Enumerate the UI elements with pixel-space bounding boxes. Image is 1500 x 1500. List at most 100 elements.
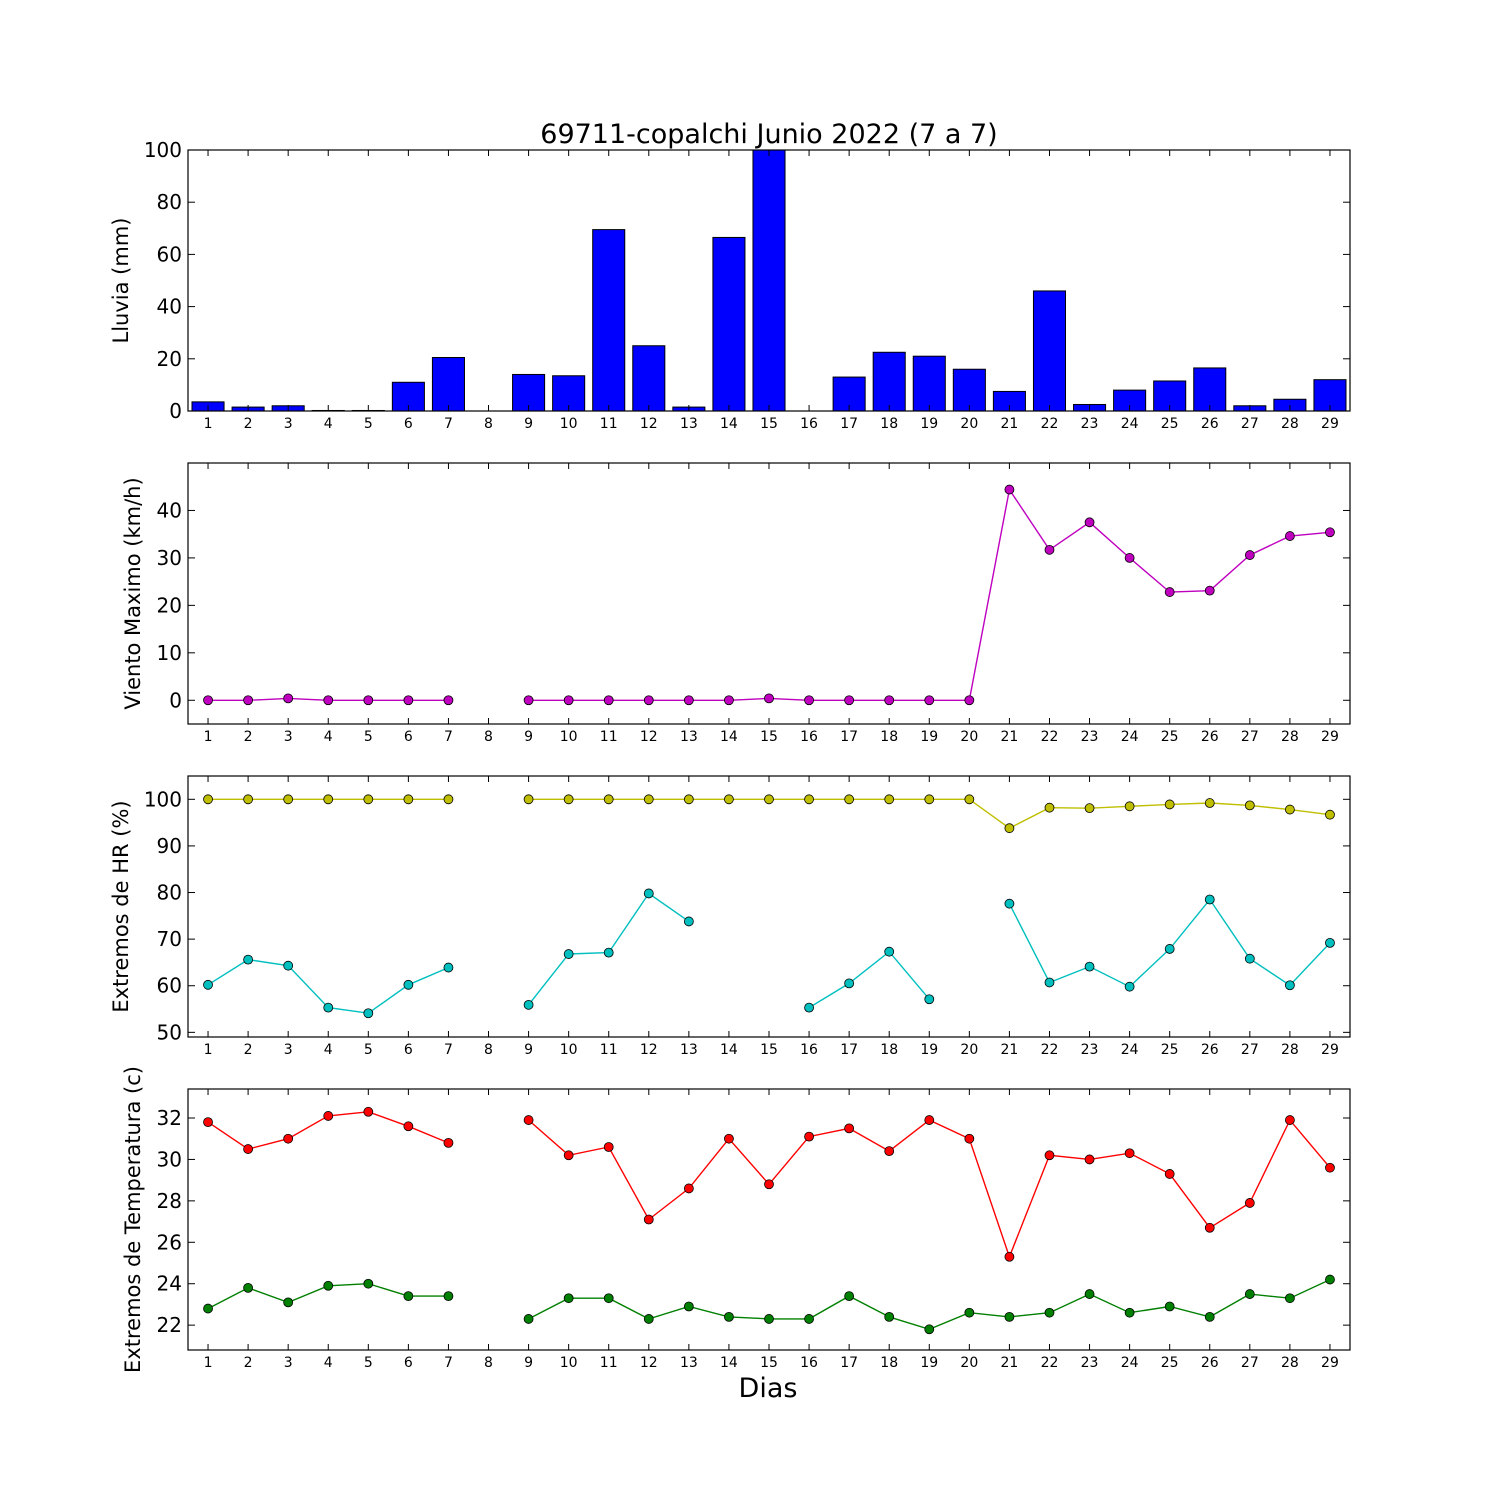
y-tick-label-24: 24 bbox=[157, 1272, 182, 1296]
series-0-point-day-18 bbox=[884, 1146, 895, 1157]
y-axis-label: Extremos de HR (%) bbox=[109, 800, 133, 1012]
series-0-point-day-14 bbox=[724, 1133, 734, 1144]
x-tick-label-13: 13 bbox=[680, 729, 698, 745]
x-tick-label-22: 22 bbox=[1041, 1042, 1059, 1058]
x-tick-label-11: 11 bbox=[600, 1355, 618, 1371]
x-tick-label-18: 18 bbox=[880, 1042, 898, 1058]
x-axis-label: Dias bbox=[739, 1373, 798, 1404]
series-1-point-day-2 bbox=[243, 1282, 254, 1293]
x-tick-label-1: 1 bbox=[204, 729, 213, 745]
x-tick-label-17: 17 bbox=[840, 416, 858, 432]
series-1-point-day-25 bbox=[1164, 1301, 1175, 1312]
y-tick-label-0: 0 bbox=[169, 688, 182, 712]
series-0-point-day-1 bbox=[203, 1117, 213, 1128]
y-tick-label-22: 22 bbox=[157, 1313, 182, 1337]
x-tick-label-25: 25 bbox=[1161, 1042, 1179, 1058]
x-tick-label-27: 27 bbox=[1241, 729, 1259, 745]
series-1-point-day-22 bbox=[1044, 1307, 1055, 1318]
series-0-point-day-4 bbox=[323, 695, 334, 706]
series-0-point-day-18 bbox=[884, 695, 895, 706]
series-0-point-day-24 bbox=[1124, 1148, 1135, 1159]
series-0-point-day-11 bbox=[603, 1142, 614, 1152]
x-tick-label-14: 14 bbox=[720, 416, 738, 432]
rain-bar-day-19 bbox=[912, 355, 946, 412]
x-tick-label-16: 16 bbox=[800, 729, 818, 745]
x-tick-label-2: 2 bbox=[244, 1042, 253, 1058]
x-tick-label-10: 10 bbox=[560, 1042, 578, 1058]
x-tick-label-5: 5 bbox=[364, 416, 373, 432]
y-tick-label-30: 30 bbox=[157, 546, 182, 570]
series-0-point-day-10 bbox=[563, 1150, 574, 1161]
series-1-point-day-3 bbox=[283, 960, 294, 971]
x-tick-label-23: 23 bbox=[1081, 1355, 1099, 1371]
y-tick-label-70: 70 bbox=[157, 927, 182, 951]
x-tick-label-4: 4 bbox=[324, 1355, 333, 1371]
y-tick-label-20: 20 bbox=[157, 593, 182, 617]
x-tick-label-7: 7 bbox=[444, 416, 453, 432]
series-0-point-day-14 bbox=[724, 794, 734, 805]
x-tick-label-18: 18 bbox=[880, 729, 898, 745]
y-axis-label: Extremos de Temperatura (c) bbox=[121, 1066, 145, 1373]
x-tick-label-27: 27 bbox=[1241, 416, 1259, 432]
x-tick-label-20: 20 bbox=[960, 416, 978, 432]
y-axis-label: Viento Maximo (km/h) bbox=[121, 477, 145, 709]
x-tick-label-16: 16 bbox=[800, 1042, 818, 1058]
series-1-point-day-16 bbox=[804, 1314, 814, 1324]
y-tick-label-40: 40 bbox=[157, 295, 182, 319]
rain-bar-day-15 bbox=[752, 149, 786, 412]
series-0-point-day-6 bbox=[403, 1121, 414, 1132]
x-tick-label-19: 19 bbox=[920, 1355, 938, 1371]
series-1-point-day-11 bbox=[603, 1293, 614, 1304]
series-0-point-day-23 bbox=[1084, 1154, 1095, 1165]
series-0-point-day-9 bbox=[523, 794, 534, 805]
x-tick-label-28: 28 bbox=[1281, 416, 1299, 432]
x-tick-label-8: 8 bbox=[484, 416, 493, 432]
x-tick-label-25: 25 bbox=[1161, 1355, 1179, 1371]
series-1-point-day-6 bbox=[403, 1291, 414, 1302]
series-0-point-day-26 bbox=[1204, 798, 1215, 808]
x-tick-label-13: 13 bbox=[680, 1042, 698, 1058]
x-tick-label-20: 20 bbox=[960, 1042, 978, 1058]
x-tick-label-24: 24 bbox=[1121, 1355, 1139, 1371]
series-1-point-day-5 bbox=[363, 1008, 374, 1019]
chart-title: 69711-copalchi Junio 2022 (7 a 7) bbox=[540, 119, 997, 150]
x-tick-label-23: 23 bbox=[1081, 416, 1099, 432]
y-tick-label-60: 60 bbox=[157, 242, 182, 266]
x-tick-label-17: 17 bbox=[840, 729, 858, 745]
series-0-point-day-13 bbox=[683, 794, 694, 805]
series-1-point-day-5 bbox=[363, 1278, 374, 1289]
series-1-point-day-12 bbox=[643, 1314, 654, 1324]
series-1-point-day-9 bbox=[523, 999, 534, 1010]
series-1-point-day-17 bbox=[844, 1291, 855, 1302]
series-1-point-day-23 bbox=[1084, 961, 1095, 972]
series-1-point-day-10 bbox=[563, 1293, 574, 1304]
series-0-point-day-28 bbox=[1284, 531, 1295, 541]
series-0-point-day-13 bbox=[683, 695, 694, 706]
x-tick-label-26: 26 bbox=[1201, 729, 1219, 745]
series-0-point-day-6 bbox=[403, 695, 414, 706]
series-1-point-day-26 bbox=[1204, 1311, 1215, 1322]
series-0-point-day-20 bbox=[964, 695, 975, 706]
series-0-point-day-26 bbox=[1204, 1222, 1215, 1233]
x-tick-label-21: 21 bbox=[1000, 1042, 1018, 1058]
series-0-point-day-2 bbox=[243, 1144, 254, 1154]
x-tick-label-8: 8 bbox=[484, 729, 493, 745]
x-tick-label-14: 14 bbox=[720, 1355, 738, 1371]
series-0-point-day-11 bbox=[603, 794, 614, 805]
rain-bar-day-18 bbox=[872, 351, 906, 412]
x-tick-label-3: 3 bbox=[284, 729, 293, 745]
series-1-point-day-28 bbox=[1284, 980, 1295, 991]
series-0-point-day-1 bbox=[203, 695, 213, 706]
series-0-point-day-2 bbox=[243, 695, 254, 706]
x-tick-label-11: 11 bbox=[600, 729, 618, 745]
series-0-point-day-16 bbox=[804, 695, 814, 706]
series-0-point-day-17 bbox=[844, 794, 855, 805]
series-0-point-day-3 bbox=[283, 794, 294, 805]
series-0-point-day-29 bbox=[1325, 809, 1335, 820]
series-0-point-day-1 bbox=[203, 794, 213, 805]
series-1-point-day-13 bbox=[683, 1301, 694, 1312]
series-1-point-day-9 bbox=[523, 1314, 534, 1324]
x-tick-label-21: 21 bbox=[1000, 416, 1018, 432]
